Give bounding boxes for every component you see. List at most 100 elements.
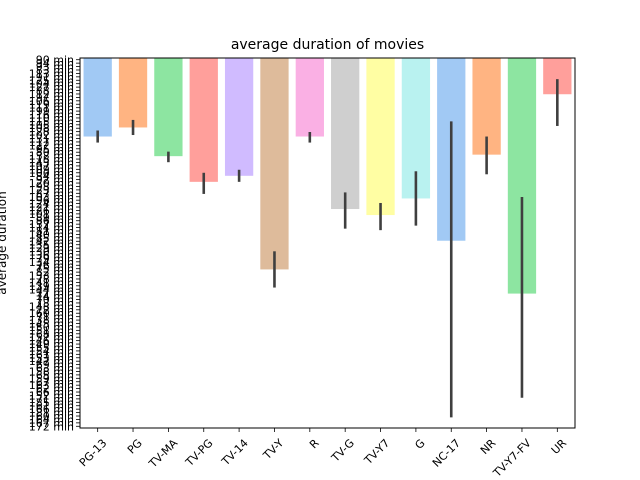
y-tick-label: 97 min [36, 91, 74, 104]
y-tick-label: 88 min [36, 85, 74, 98]
x-tick-label: TV-Y7 [361, 437, 392, 468]
y-tick-label: 185 min [29, 396, 74, 409]
y-tick-label: 95 min [36, 143, 74, 156]
bar-pg-13 [83, 58, 112, 137]
y-tick-label: 113 min [29, 67, 74, 80]
y-tick-label: 135 min [29, 239, 74, 252]
bar-tv-g [331, 58, 360, 210]
y-tick-label: 77 min [36, 287, 74, 300]
y-tick-label: 75 min [36, 263, 74, 276]
y-tick-label: 85 min [36, 232, 74, 245]
y-tick-label: 142 min [29, 235, 74, 248]
bar-pg [118, 58, 148, 128]
y-tick-label: 90 min [36, 54, 74, 67]
y-tick-label: 99 min [36, 105, 74, 118]
y-tick-label: 121 min [29, 201, 74, 214]
y-tick-label: 138 min [29, 314, 74, 327]
y-tick-label: 81 min [36, 225, 74, 238]
y-tick-label: 143 min [29, 156, 74, 169]
x-tick-label: R [307, 436, 322, 451]
y-tick-label: 147 min [29, 355, 74, 368]
y-tick-label: 84 min [36, 170, 74, 183]
x-axis-ticks: PG-13 PG TV-MA TV-PG TV-14 TV-Y R TV-G TV-Y7 G NC-… [77, 428, 570, 480]
y-tick-label: 70 min [36, 294, 74, 307]
y-tick-label: 96 min [36, 194, 74, 207]
y-tick-label: 137 min [29, 218, 74, 231]
y-tick-label: 120 min [29, 177, 74, 190]
y-tick-label: 118 min [29, 153, 74, 166]
y-tick-label: 108 min [29, 122, 74, 135]
chart-title: average duration of movies [231, 37, 424, 53]
y-tick-label: 76 min [36, 259, 74, 272]
y-tick-label: 136 min [29, 249, 74, 262]
y-tick-label: 101 min [29, 208, 74, 221]
y-tick-label: 114 min [29, 222, 74, 235]
y-tick-label: 78 min [36, 273, 74, 286]
y-tick-label: 158 min [29, 365, 74, 378]
y-tick-label: 107 min [29, 160, 74, 173]
x-tick-label: TV-14 [219, 437, 251, 469]
x-tick-label: TV-Y [260, 436, 286, 462]
y-tick-label: 152 min [29, 389, 74, 402]
y-tick-label: 86 min [36, 215, 74, 228]
y-tick-label: 116 min [29, 109, 74, 122]
y-tick-label: 132 min [29, 150, 74, 163]
x-tick-label: TV-Y7-FV [490, 436, 534, 480]
y-tick-label: 123 min [29, 184, 74, 197]
y-tick-label: 109 min [29, 163, 74, 176]
y-tick-label: 161 min [29, 348, 74, 361]
y-tick-label: 92 min [36, 174, 74, 187]
y-tick-label: 148 min [29, 300, 74, 313]
y-tick-label: 133 min [29, 270, 74, 283]
y-tick-label: 146 min [29, 335, 74, 348]
plot-frame [79, 57, 576, 429]
y-tick-label: 111 min [29, 102, 74, 115]
y-tick-label: 102 min [29, 129, 74, 142]
bar-tv-14 [224, 58, 254, 176]
y-tick-label: 71 min [36, 311, 74, 324]
y-tick-label: 80 min [36, 146, 74, 159]
x-tick-label: PG-13 [77, 437, 110, 470]
y-tick-label: 67 min [36, 376, 74, 389]
y-tick-label: 157 min [29, 331, 74, 344]
y-tick-label: 164 min [29, 413, 74, 426]
y-tick-label: 61 min [36, 400, 74, 413]
y-tick-label: 125 min [29, 74, 74, 87]
y-tick-label: 94 min [36, 57, 74, 70]
x-tick-label: UR [549, 436, 570, 457]
bar-tv-ma [154, 58, 183, 157]
y-tick-label: 140 min [29, 228, 74, 241]
y-tick-label: 66 min [36, 386, 74, 399]
y-tick-label: 87 min [36, 187, 74, 200]
y-tick-label: 63 min [36, 362, 74, 375]
y-axis-label: average duration [0, 191, 9, 294]
y-tick-label: 100 min [29, 167, 74, 180]
x-tick-label: PG [125, 437, 145, 457]
y-tick-label: 65 min [36, 369, 74, 382]
y-tick-label: 131 min [29, 133, 74, 146]
y-tick-label: 89 min [36, 211, 74, 224]
y-tick-label: 98 min [36, 180, 74, 193]
y-tick-label: 163 min [29, 379, 74, 392]
x-tick-label: TV-PG [182, 437, 215, 470]
y-tick-label: 69 min [36, 359, 74, 372]
x-tick-label: NR [478, 436, 499, 457]
y-tick-label: 141 min [29, 276, 74, 289]
y-tick-label: 83 min [36, 64, 74, 77]
y-tick-label: 112 min [29, 88, 74, 101]
y-tick-label: 129 min [29, 242, 74, 255]
y-tick-label: 79 min [36, 252, 74, 265]
y-tick-label: 155 min [29, 341, 74, 354]
y-tick-label: 134 min [29, 256, 74, 269]
y-tick-label: 124 min [29, 198, 74, 211]
bars [83, 58, 572, 294]
y-tick-label: 130 min [29, 246, 74, 259]
y-tick-label: 68 min [36, 328, 74, 341]
y-tick-label: 172 min [29, 420, 74, 433]
y-tick-label: 151 min [29, 324, 74, 337]
y-tick-label: 149 min [29, 338, 74, 351]
x-tick-label: TV-G [328, 437, 357, 466]
x-tick-label: NC-17 [430, 437, 463, 470]
